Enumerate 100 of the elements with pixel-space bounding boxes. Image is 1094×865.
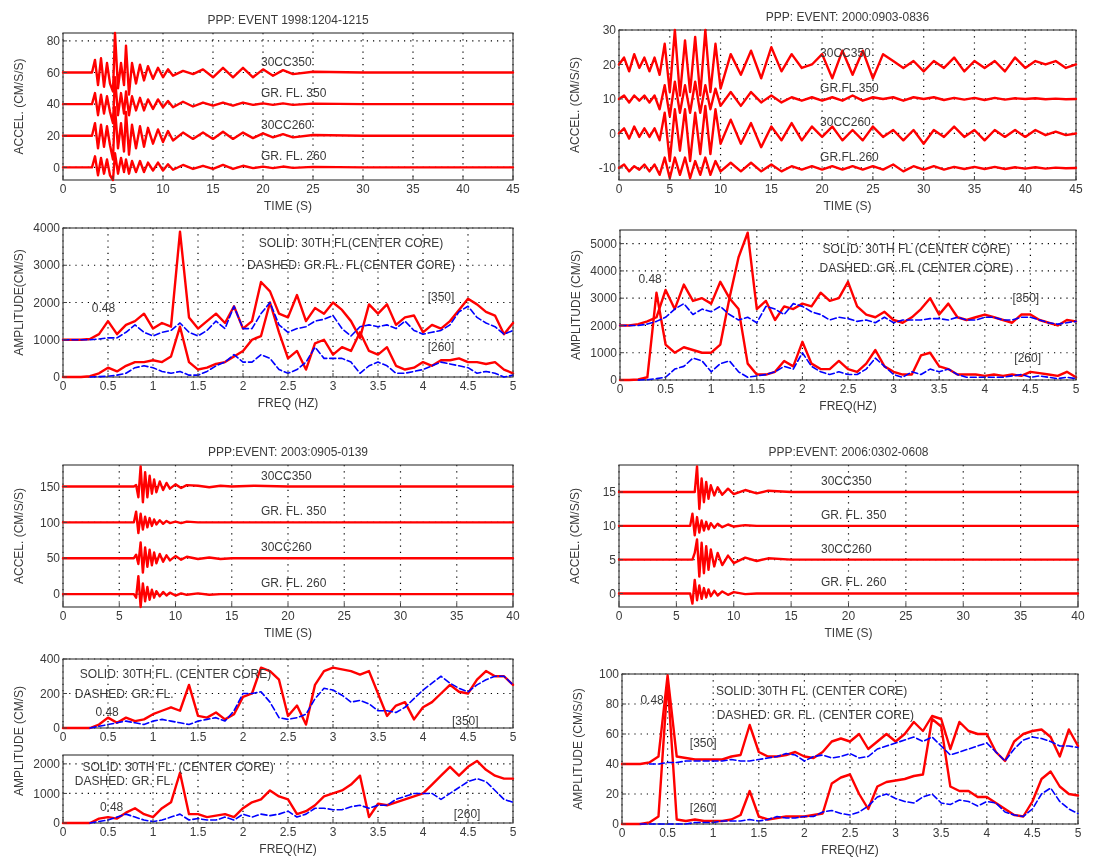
y-tick-label: 4000	[590, 264, 618, 279]
x-tick-label: 35	[450, 609, 464, 623]
annotation: SOLID: 30TH FL. (CENTER CORE)	[716, 683, 908, 698]
x-tick-label: 4	[983, 826, 991, 840]
x-tick-label: 20	[815, 182, 830, 196]
x-tick-label: 5	[1072, 382, 1080, 396]
chart-title: PPP: EVENT 1998:1204-1215	[207, 13, 369, 27]
x-tick-label: 1	[149, 730, 157, 744]
x-tick-label: 5	[509, 730, 517, 744]
annotation: 0.48	[95, 705, 120, 720]
x-axis-title: FREQ(HZ)	[821, 843, 879, 857]
chart-title: PPP: EVENT: 2000:0903-0836	[765, 10, 930, 24]
annotation: 0.48	[91, 301, 116, 316]
y-tick-label: 2000	[590, 318, 618, 333]
line-series	[639, 787, 1079, 825]
x-tick-label: 0.5	[99, 730, 117, 744]
x-tick-label: 15	[206, 182, 220, 196]
x-tick-label: 40	[456, 182, 470, 196]
annotation: [260]	[427, 340, 455, 355]
x-tick-label: 1.5	[189, 730, 207, 744]
x-tick-label: 3	[329, 730, 337, 744]
y-axis-title: AMPLITUDE (CM/S)	[12, 685, 26, 797]
x-tick-label: 1.5	[748, 382, 766, 396]
x-tick-label: 3	[329, 379, 337, 393]
y-tick-label: 0	[53, 587, 61, 602]
x-tick-label: 0.5	[659, 826, 677, 840]
x-tick-label: 20	[281, 609, 295, 623]
x-tick-label: 45	[1069, 182, 1083, 196]
y-tick-label: 5000	[590, 236, 618, 251]
y-axis-title: ACCEL. (CM/S/S)	[12, 58, 26, 155]
y-tick-label: 0	[609, 126, 617, 141]
y-tick-label: 50	[46, 551, 61, 566]
x-tick-label: 3.5	[369, 825, 387, 839]
y-axis-title: AMPLITUDE (CM/S)	[569, 249, 583, 361]
annotation: [260]	[689, 800, 717, 815]
x-tick-label: 0.5	[657, 382, 675, 396]
line-series	[617, 465, 1080, 511]
y-tick-label: 0	[53, 160, 61, 175]
x-tick-label: 0.5	[99, 379, 117, 393]
y-axis-title: ACCEL. (CM/S/S)	[568, 56, 582, 154]
x-tick-label: 4.5	[459, 825, 477, 839]
y-tick-label: 2000	[33, 757, 61, 772]
x-tick-label: 1	[707, 382, 715, 396]
annotation: DASHED: GR. FL (CENTER CORE)	[819, 261, 1014, 276]
y-tick-label: 15	[602, 485, 617, 500]
line-series	[648, 736, 1079, 765]
y-tick-label: -10	[598, 161, 617, 176]
x-tick-label: 10	[713, 182, 728, 196]
y-tick-label: 1000	[33, 786, 61, 801]
x-axis-title: FREQ(HZ)	[259, 842, 317, 856]
series-label: 30CC260	[261, 117, 313, 132]
x-tick-label: 5	[1074, 826, 1082, 840]
x-tick-label: 4	[419, 730, 427, 744]
x-tick-label: 3	[892, 826, 900, 840]
x-tick-label: 20	[256, 182, 270, 196]
series-label: 30CC350	[820, 474, 872, 489]
x-tick-label: 15	[764, 182, 779, 196]
x-tick-label: 4.5	[1022, 382, 1040, 396]
y-tick-label: 3000	[33, 258, 61, 273]
x-tick-label: 25	[337, 609, 352, 623]
annotation: [350]	[1012, 291, 1040, 306]
x-axis-title: FREQ(HZ)	[819, 399, 877, 413]
x-tick-label: 2	[799, 382, 807, 396]
x-tick-label: 1	[149, 825, 157, 839]
y-tick-label: 80	[605, 697, 620, 712]
y-tick-label: 10	[602, 519, 617, 534]
annotation: [350]	[451, 714, 479, 729]
y-tick-label: 20	[602, 57, 617, 72]
annotation: [350]	[427, 290, 455, 305]
x-tick-label: 5	[509, 825, 517, 839]
x-tick-label: 3	[890, 382, 898, 396]
line-series	[617, 578, 1080, 605]
annotation: [350]	[689, 736, 717, 751]
x-tick-label: 4	[981, 382, 989, 396]
x-tick-label: 40	[1018, 182, 1033, 196]
y-tick-label: 20	[46, 128, 61, 143]
annotation: 0.48	[640, 692, 665, 707]
y-tick-label: 100	[39, 515, 61, 530]
x-tick-label: 35	[1013, 609, 1028, 623]
series-label: GR. FL. 350	[261, 86, 327, 101]
x-tick-label: 3.5	[369, 730, 387, 744]
series-label: GR. FL. 350	[261, 504, 327, 519]
y-tick-label: 4000	[33, 221, 61, 236]
annotation: [260]	[1014, 351, 1042, 366]
annotation: DASHED: GR. FL. (CENTER CORE)	[716, 707, 915, 722]
x-tick-label: 0.5	[99, 825, 117, 839]
x-tick-label: 4.5	[1024, 826, 1042, 840]
line-series	[61, 541, 515, 574]
x-tick-label: 2.5	[841, 826, 859, 840]
x-tick-label: 5	[115, 609, 123, 623]
x-tick-label: 2.5	[279, 825, 297, 839]
series-label: 30CC260	[261, 540, 313, 555]
x-tick-label: 25	[306, 182, 320, 196]
x-tick-label: 3.5	[932, 826, 950, 840]
x-tick-label: 5	[666, 182, 674, 196]
x-tick-label: 4	[419, 379, 427, 393]
y-tick-label: 0	[609, 586, 617, 601]
y-tick-label: 150	[39, 479, 61, 494]
line-series	[617, 538, 1080, 578]
x-tick-label: 3.5	[369, 379, 387, 393]
